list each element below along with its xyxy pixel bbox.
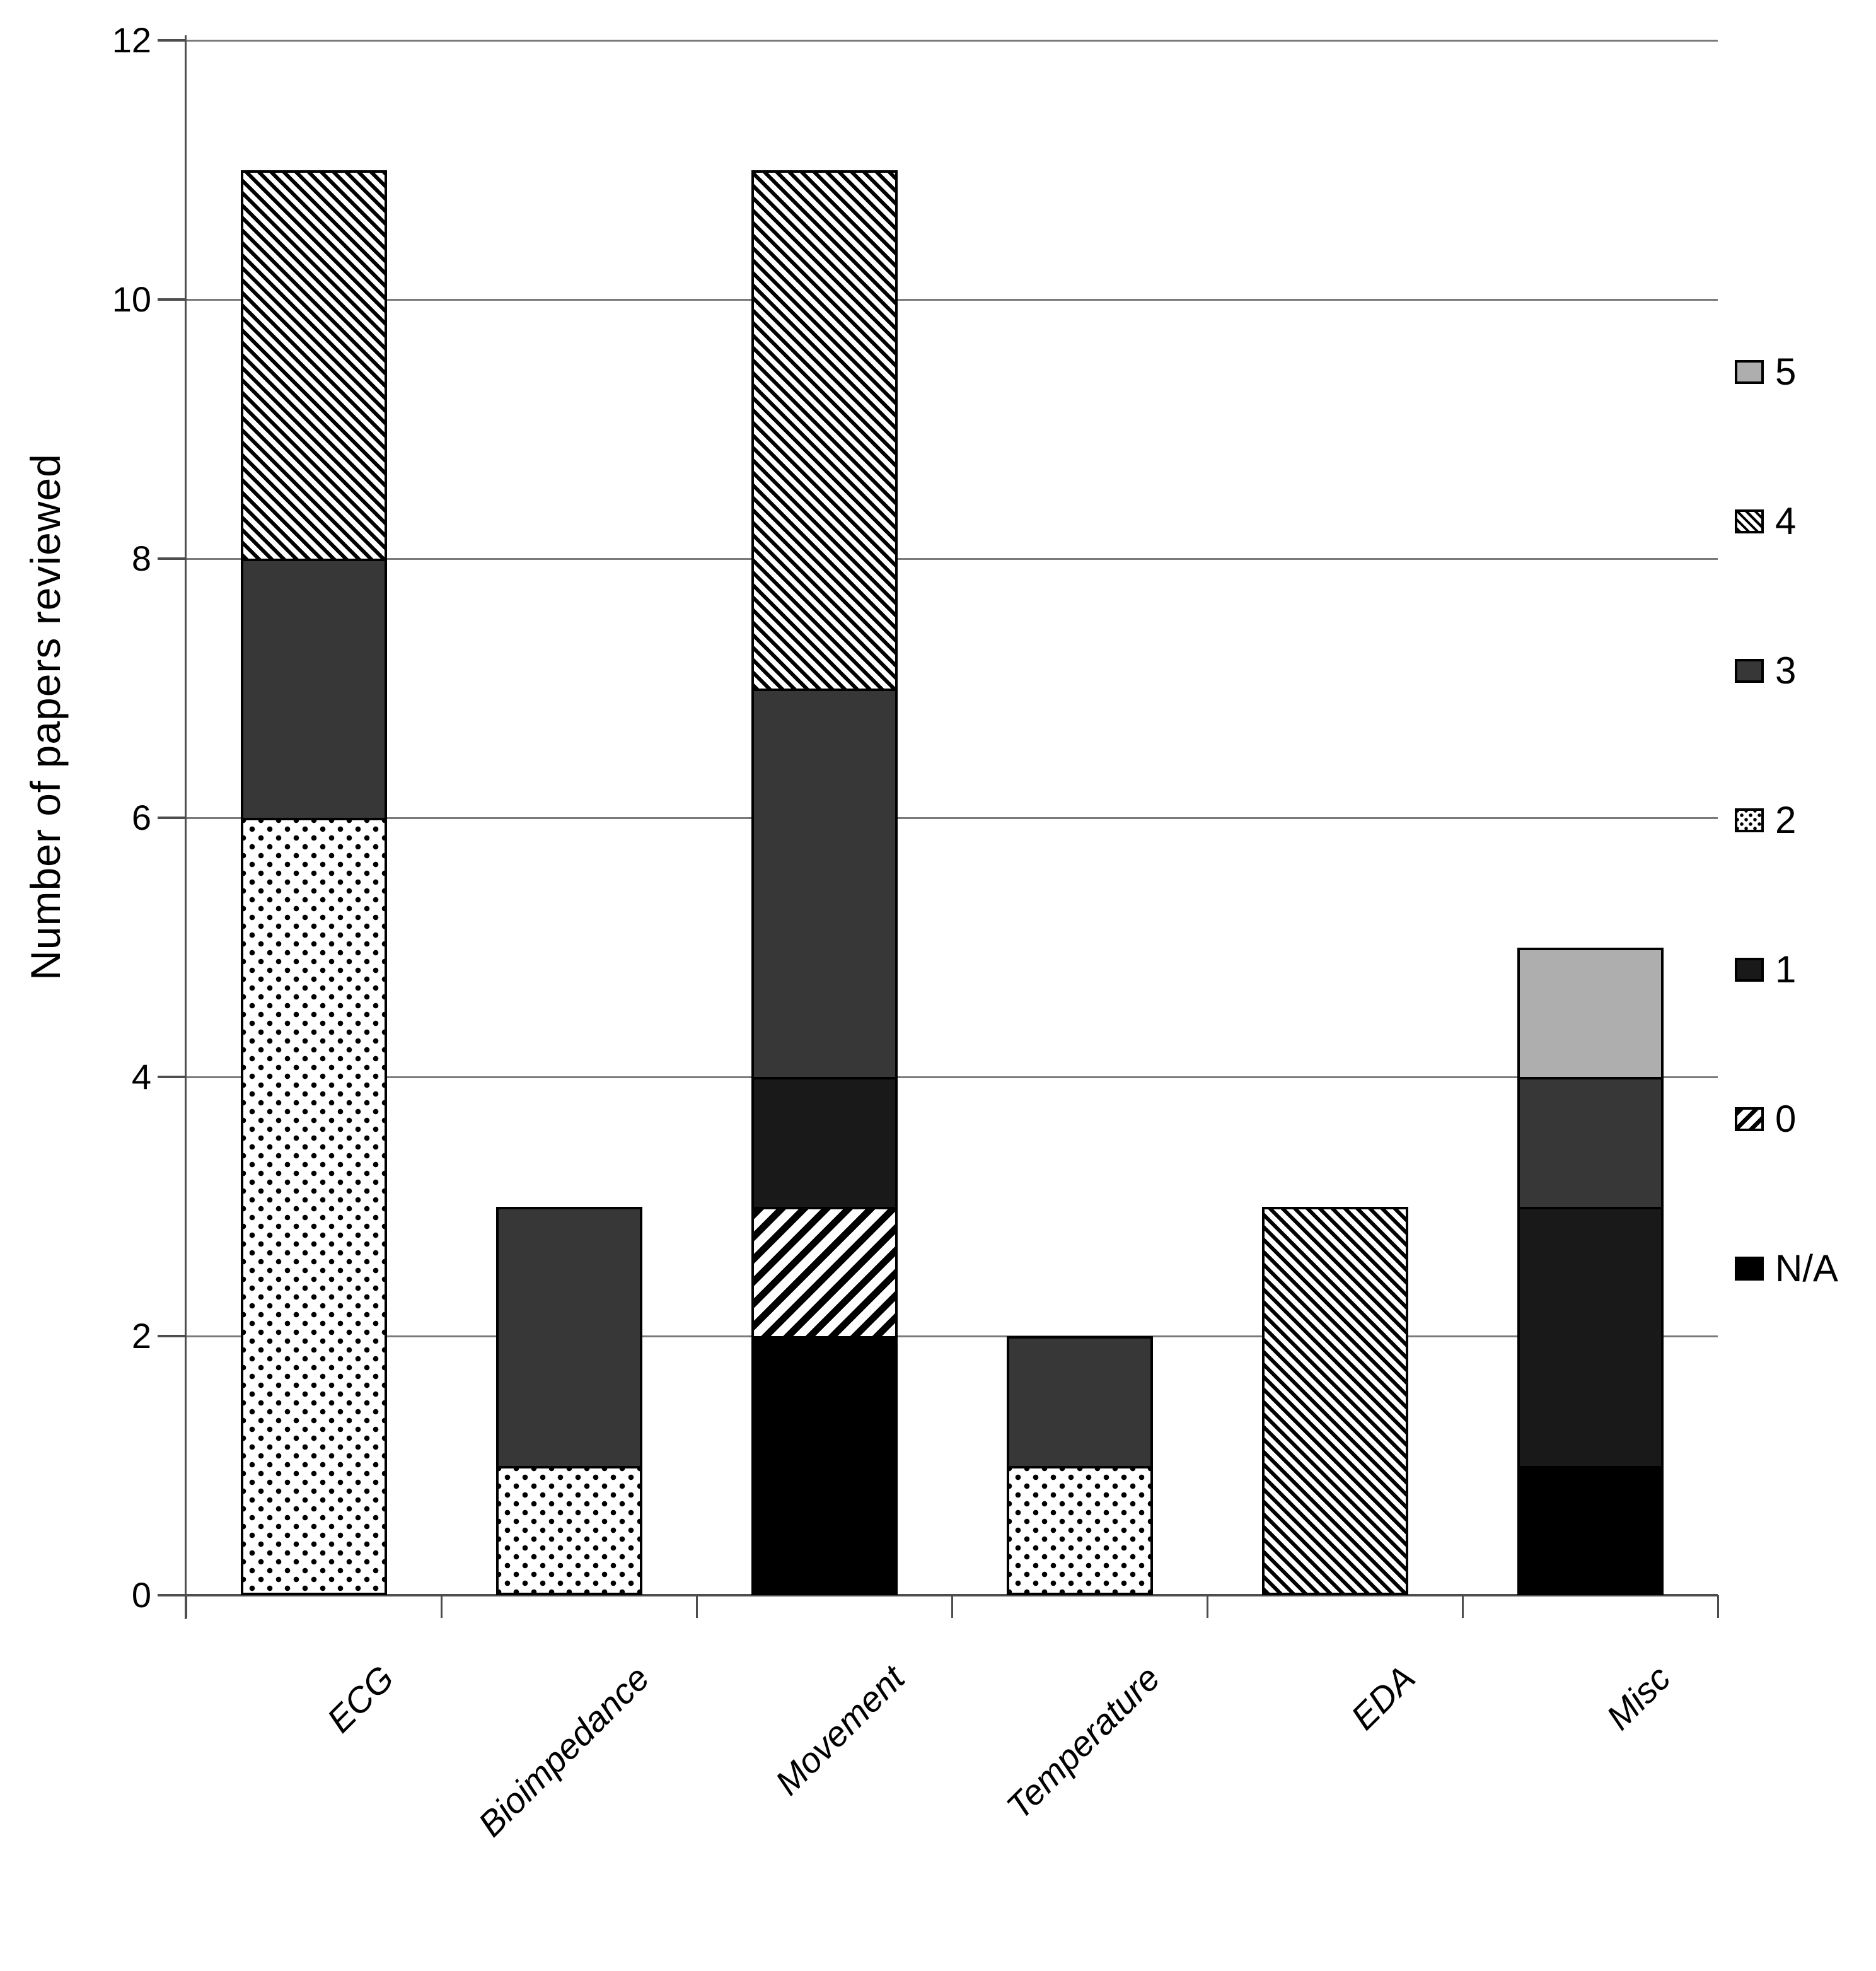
legend-label-4: 4 (1775, 500, 1797, 542)
y-axis-tick-12 (158, 39, 186, 42)
legend-swatch-2 (1735, 808, 1764, 832)
legend-label-5: 5 (1775, 351, 1797, 393)
legend-swatch-0 (1735, 1107, 1764, 1131)
legend-swatch-4 (1735, 509, 1764, 533)
bar-segment-Misc-1 (1517, 1206, 1664, 1468)
gridline-2 (186, 1335, 1718, 1337)
x-axis-category-label-Bioimpedance: Bioimpedance (470, 1658, 657, 1844)
x-axis-tick-2 (696, 1595, 698, 1618)
gridline-12 (186, 40, 1718, 42)
x-axis-category-label-EDA: EDA (1343, 1658, 1423, 1738)
x-axis-tick-4 (1207, 1595, 1208, 1618)
legend-item-0: 0 (1735, 1100, 1796, 1138)
legend-item-N/A: N/A (1735, 1250, 1838, 1288)
y-axis-tick-label-4: 4 (131, 1057, 151, 1096)
x-axis-tick-3 (951, 1595, 953, 1618)
bar-segment-Misc-5 (1517, 947, 1664, 1079)
x-axis-tick-5 (1462, 1595, 1464, 1618)
legend-item-2: 2 (1735, 801, 1796, 839)
y-axis-tick-10 (158, 298, 186, 301)
bar-segment-Movement-N/A (751, 1336, 898, 1595)
y-axis-tick-2 (158, 1335, 186, 1337)
gridline-6 (186, 817, 1718, 819)
x-axis-tick-0 (185, 1595, 187, 1618)
y-axis-tick-label-12: 12 (112, 20, 151, 60)
legend-item-4: 4 (1735, 500, 1797, 542)
y-axis-tick-label-0: 0 (131, 1575, 151, 1615)
bar-segment-Bioimpedance-2 (495, 1465, 642, 1595)
gridline-10 (186, 299, 1718, 301)
bar-segment-Movement-3 (751, 688, 898, 1079)
legend-label-1: 1 (1775, 948, 1797, 991)
bar-segment-ECG-2 (240, 818, 387, 1595)
legend-item-3: 3 (1735, 652, 1796, 690)
legend-label-3: 3 (1775, 649, 1797, 692)
bar-segment-ECG-4 (240, 170, 387, 561)
bar-segment-Temperature-2 (1006, 1465, 1153, 1595)
legend-label-0: 0 (1775, 1098, 1797, 1140)
legend-item-5: 5 (1735, 353, 1796, 391)
legend-label-2: 2 (1775, 799, 1797, 841)
legend-label-N/A: N/A (1775, 1247, 1839, 1289)
legend-swatch-5 (1735, 360, 1764, 384)
legend-swatch-3 (1735, 659, 1764, 683)
y-axis-tick-4 (158, 1076, 186, 1078)
x-axis-category-label-Misc: Misc (1598, 1658, 1678, 1738)
x-axis-category-label-Movement: Movement (767, 1658, 912, 1803)
gridline-8 (186, 558, 1718, 560)
x-axis-category-label-ECG: ECG (318, 1658, 402, 1740)
y-axis-tick-0 (158, 1594, 186, 1596)
x-axis-tick-6 (1717, 1595, 1719, 1618)
y-axis-tick-8 (158, 557, 186, 560)
y-axis-tick-label-2: 2 (131, 1316, 151, 1356)
bar-segment-ECG-3 (240, 559, 387, 820)
x-axis-tick-1 (441, 1595, 443, 1618)
x-axis-category-label-Temperature: Temperature (998, 1658, 1167, 1827)
bar-segment-Misc-3 (1517, 1077, 1664, 1209)
bar-segment-Movement-0 (751, 1206, 898, 1339)
y-axis-tick-label-6: 6 (131, 798, 151, 837)
bar-segment-Misc-N/A (1517, 1465, 1664, 1595)
y-axis-title: Number of papers reviewed (22, 453, 69, 980)
bar-segment-Movement-1 (751, 1077, 898, 1209)
legend-swatch-1 (1735, 958, 1764, 982)
bar-segment-Temperature-3 (1006, 1336, 1153, 1468)
y-axis-line (185, 35, 187, 1619)
legend-swatch-N/A (1735, 1257, 1764, 1281)
bar-segment-Movement-4 (751, 170, 898, 691)
y-axis-tick-label-8: 8 (131, 538, 151, 578)
y-axis-tick-label-10: 10 (112, 279, 151, 319)
gridline-4 (186, 1076, 1718, 1078)
legend-item-1: 1 (1735, 951, 1796, 989)
bar-segment-EDA-4 (1261, 1206, 1408, 1595)
bar-segment-Bioimpedance-3 (495, 1206, 642, 1468)
y-axis-tick-6 (158, 817, 186, 819)
